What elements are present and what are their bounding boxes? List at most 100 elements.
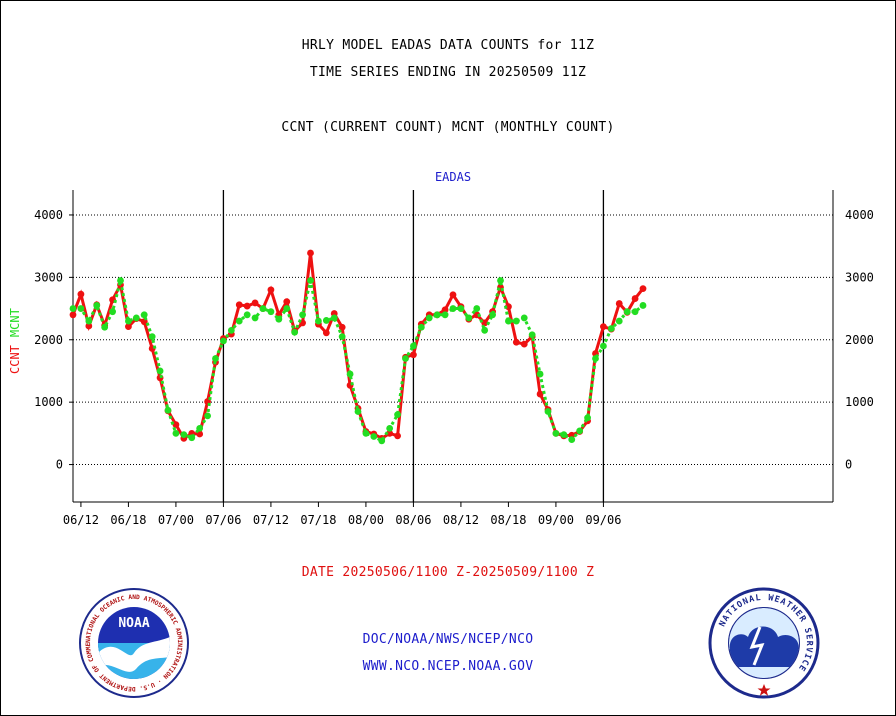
point-mcnt — [148, 333, 156, 341]
x-tick-label: 06/18 — [110, 513, 146, 527]
point-mcnt — [592, 355, 599, 362]
x-tick-label: 09/00 — [538, 513, 574, 527]
point-mcnt — [481, 327, 489, 334]
point-ccnt — [639, 285, 647, 292]
x-tick-label: 07/12 — [253, 513, 289, 527]
point-ccnt — [251, 299, 259, 307]
y-label-ccnt: CCNT — [8, 345, 22, 374]
series-line-mcnt — [73, 280, 644, 443]
point-ccnt — [77, 290, 85, 298]
point-mcnt — [600, 342, 607, 350]
point-mcnt — [251, 314, 259, 322]
point-mcnt — [172, 429, 180, 437]
point-ccnt — [449, 291, 457, 299]
point-mcnt — [544, 408, 552, 415]
point-mcnt — [505, 317, 512, 325]
point-mcnt — [291, 328, 299, 336]
website-link[interactable]: WWW.NCO.NCEP.NOAA.GOV — [362, 659, 534, 674]
point-mcnt — [615, 317, 623, 325]
point-mcnt — [465, 314, 473, 322]
y-tick-label-left: 3000 — [34, 270, 63, 284]
point-mcnt — [457, 305, 465, 312]
point-mcnt — [536, 370, 544, 378]
point-mcnt — [156, 367, 164, 375]
point-mcnt — [307, 277, 314, 284]
point-mcnt — [552, 429, 560, 437]
point-ccnt — [520, 340, 528, 348]
point-mcnt — [362, 429, 370, 437]
point-mcnt — [394, 411, 401, 419]
y-label-mcnt: MCNT — [8, 308, 22, 337]
point-ccnt — [615, 300, 623, 307]
point-mcnt — [528, 331, 536, 339]
point-mcnt — [69, 305, 77, 312]
point-mcnt — [346, 370, 354, 378]
point-mcnt — [449, 305, 457, 312]
point-mcnt — [512, 317, 520, 325]
point-ccnt — [631, 295, 639, 302]
point-mcnt — [93, 302, 101, 309]
point-mcnt — [520, 314, 528, 322]
point-mcnt — [584, 414, 591, 422]
nws-logo: NATIONAL WEATHER SERVICE — [708, 587, 820, 699]
point-mcnt — [315, 317, 322, 325]
x-tick-label: 08/18 — [490, 513, 526, 527]
point-ccnt — [536, 390, 544, 398]
x-tick-label: 07/00 — [158, 513, 194, 527]
point-mcnt — [473, 305, 481, 312]
point-mcnt — [140, 311, 148, 319]
point-mcnt — [125, 317, 132, 325]
point-ccnt — [85, 322, 93, 330]
point-mcnt — [378, 437, 386, 445]
point-mcnt — [101, 323, 109, 331]
point-mcnt — [267, 308, 275, 316]
point-mcnt — [330, 314, 338, 322]
date-range-label: DATE 20250506/1100 Z-20250509/1100 Z — [301, 565, 595, 580]
point-mcnt — [402, 355, 409, 362]
point-mcnt — [109, 308, 116, 316]
chart-title: EADAS — [435, 170, 471, 184]
point-mcnt — [410, 342, 417, 350]
point-ccnt — [394, 432, 401, 440]
y-axis-label: CCNT MCNT — [8, 308, 22, 374]
title-line-1: HRLY MODEL EADAS DATA COUNTS for 11Z — [301, 38, 595, 53]
point-mcnt — [132, 314, 140, 322]
point-mcnt — [196, 424, 204, 432]
point-ccnt — [512, 338, 520, 346]
point-mcnt — [417, 323, 425, 331]
y-tick-label-right: 1000 — [845, 395, 874, 409]
point-mcnt — [164, 406, 172, 414]
point-mcnt — [235, 317, 243, 325]
point-mcnt — [560, 431, 568, 439]
point-ccnt — [410, 351, 417, 359]
y-tick-label-right: 3000 — [845, 270, 874, 284]
point-ccnt — [69, 311, 77, 319]
point-mcnt — [631, 308, 639, 316]
title-line-3: CCNT (CURRENT COUNT) MCNT (MONTHLY COUNT… — [281, 120, 615, 135]
y-tick-label-right: 2000 — [845, 333, 874, 347]
point-ccnt — [441, 306, 449, 314]
y-tick-label-right: 4000 — [845, 208, 874, 222]
point-mcnt — [568, 436, 576, 443]
point-mcnt — [299, 311, 306, 319]
point-mcnt — [220, 337, 227, 345]
point-ccnt — [243, 302, 251, 310]
point-mcnt — [386, 424, 394, 432]
point-ccnt — [267, 286, 275, 294]
point-ccnt — [386, 429, 394, 437]
x-tick-label: 08/12 — [443, 513, 479, 527]
title-line-2: TIME SERIES ENDING IN 20250509 11Z — [309, 65, 587, 80]
point-ccnt — [172, 421, 180, 429]
point-mcnt — [370, 433, 378, 440]
point-mcnt — [117, 277, 124, 284]
y-tick-label-left: 4000 — [34, 208, 63, 222]
y-tick-label-right: 0 — [845, 458, 852, 472]
x-tick-label: 07/18 — [300, 513, 336, 527]
point-mcnt — [607, 325, 615, 332]
point-mcnt — [623, 308, 631, 316]
y-tick-label-left: 0 — [56, 458, 63, 472]
y-tick-label-left: 1000 — [34, 395, 63, 409]
point-mcnt — [283, 305, 291, 312]
x-tick-label: 08/00 — [348, 513, 384, 527]
point-ccnt — [307, 249, 314, 257]
